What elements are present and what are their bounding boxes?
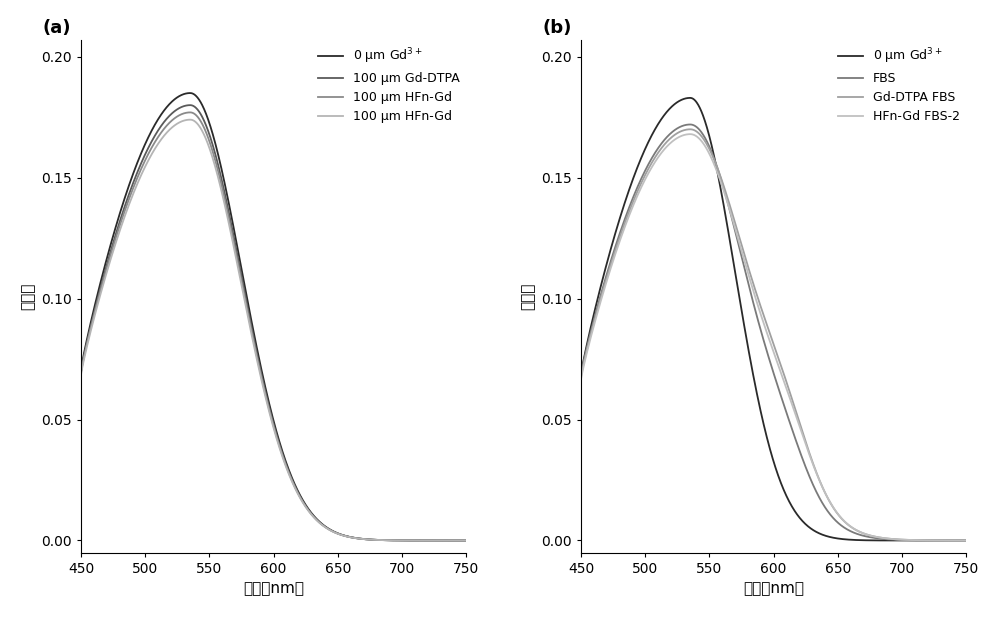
Line: Gd-DTPA FBS: Gd-DTPA FBS — [581, 130, 972, 540]
100 μm HFn-Gd — [344, 534, 356, 541]
HFn-Gd FBS-2 — [881, 535, 893, 542]
100 μm HFn-Gd — [248, 342, 260, 349]
Line: 0 μm Gd$^{3+}$: 0 μm Gd$^{3+}$ — [581, 98, 972, 540]
HFn-Gd FBS-2 — [966, 537, 978, 544]
100 μm HFn-Gd — [234, 273, 246, 280]
Gd-DTPA FBS — [888, 536, 900, 543]
100 μm Gd-DTPA — [115, 213, 127, 221]
0 μm Gd$^{3+}$ — [388, 537, 400, 544]
Line: 100 μm Gd-DTPA: 100 μm Gd-DTPA — [81, 105, 472, 540]
Line: 100 μm HFn-Gd: 100 μm HFn-Gd — [81, 120, 472, 540]
FBS — [575, 370, 587, 378]
0 μm Gd$^{3+}$ — [844, 536, 856, 544]
0 μm Gd$^{3+}$ — [184, 89, 196, 97]
0 μm Gd$^{3+}$ — [684, 94, 696, 102]
Gd-DTPA FBS — [881, 535, 893, 542]
0 μm Gd$^{3+}$ — [615, 210, 627, 218]
Gd-DTPA FBS — [966, 537, 978, 544]
100 μm HFn-Gd — [234, 268, 246, 276]
100 μm HFn-Gd — [381, 537, 393, 544]
0 μm Gd$^{3+}$ — [381, 537, 393, 544]
100 μm Gd-DTPA — [381, 537, 393, 544]
100 μm HFn-Gd — [248, 339, 260, 346]
100 μm HFn-Gd — [344, 534, 356, 541]
100 μm Gd-DTPA — [388, 537, 400, 544]
Line: 0 μm Gd$^{3+}$: 0 μm Gd$^{3+}$ — [81, 93, 472, 540]
0 μm Gd$^{3+}$ — [966, 537, 978, 544]
HFn-Gd FBS-2 — [684, 130, 696, 138]
100 μm Gd-DTPA — [248, 335, 260, 342]
0 μm Gd$^{3+}$ — [75, 365, 87, 373]
0 μm Gd$^{3+}$ — [115, 205, 127, 213]
100 μm Gd-DTPA — [75, 368, 87, 375]
Gd-DTPA FBS — [844, 523, 856, 530]
Y-axis label: 吸收值: 吸收值 — [21, 283, 36, 310]
HFn-Gd FBS-2 — [748, 289, 760, 296]
100 μm HFn-Gd — [75, 370, 87, 378]
HFn-Gd FBS-2 — [615, 233, 627, 241]
Line: 100 μm HFn-Gd: 100 μm HFn-Gd — [81, 112, 472, 540]
100 μm HFn-Gd — [75, 368, 87, 375]
100 μm HFn-Gd — [388, 537, 400, 544]
FBS — [684, 121, 696, 128]
HFn-Gd FBS-2 — [888, 536, 900, 543]
FBS — [966, 537, 978, 544]
100 μm HFn-Gd — [115, 223, 127, 230]
Legend: 0 μm Gd$^{3+}$, FBS, Gd-DTPA FBS, HFn-Gd FBS-2: 0 μm Gd$^{3+}$, FBS, Gd-DTPA FBS, HFn-Gd… — [838, 46, 960, 123]
0 μm Gd$^{3+}$ — [575, 370, 587, 378]
0 μm Gd$^{3+}$ — [734, 296, 746, 304]
FBS — [615, 226, 627, 233]
100 μm Gd-DTPA — [344, 534, 356, 541]
Gd-DTPA FBS — [748, 282, 760, 289]
Legend: 0 μm Gd$^{3+}$, 100 μm Gd-DTPA, 100 μm HFn-Gd, 100 μm HFn-Gd: 0 μm Gd$^{3+}$, 100 μm Gd-DTPA, 100 μm H… — [318, 46, 460, 123]
0 μm Gd$^{3+}$ — [466, 537, 478, 544]
100 μm Gd-DTPA — [466, 537, 478, 544]
100 μm HFn-Gd — [115, 218, 127, 225]
Text: (a): (a) — [43, 19, 71, 37]
Gd-DTPA FBS — [575, 372, 587, 379]
100 μm HFn-Gd — [184, 109, 196, 116]
Y-axis label: 吸收值: 吸收值 — [521, 283, 536, 310]
Gd-DTPA FBS — [615, 230, 627, 237]
Gd-DTPA FBS — [734, 235, 746, 242]
FBS — [844, 528, 856, 535]
Text: (b): (b) — [543, 19, 572, 37]
100 μm Gd-DTPA — [234, 264, 246, 271]
0 μm Gd$^{3+}$ — [248, 329, 260, 337]
100 μm HFn-Gd — [184, 116, 196, 123]
0 μm Gd$^{3+}$ — [881, 537, 893, 544]
HFn-Gd FBS-2 — [734, 241, 746, 248]
FBS — [881, 536, 893, 543]
X-axis label: 波长（nm）: 波长（nm） — [243, 581, 304, 596]
100 μm HFn-Gd — [466, 537, 478, 544]
100 μm HFn-Gd — [388, 537, 400, 544]
0 μm Gd$^{3+}$ — [344, 533, 356, 540]
FBS — [734, 246, 746, 254]
0 μm Gd$^{3+}$ — [888, 537, 900, 544]
HFn-Gd FBS-2 — [575, 375, 587, 382]
X-axis label: 波长（nm）: 波长（nm） — [743, 581, 804, 596]
100 μm HFn-Gd — [466, 537, 478, 544]
100 μm Gd-DTPA — [184, 101, 196, 109]
Line: HFn-Gd FBS-2: HFn-Gd FBS-2 — [581, 134, 972, 540]
Line: FBS: FBS — [581, 125, 972, 540]
Gd-DTPA FBS — [684, 126, 696, 133]
0 μm Gd$^{3+}$ — [234, 256, 246, 263]
FBS — [748, 302, 760, 309]
HFn-Gd FBS-2 — [844, 523, 856, 530]
100 μm HFn-Gd — [381, 537, 393, 544]
FBS — [888, 536, 900, 544]
0 μm Gd$^{3+}$ — [748, 375, 760, 383]
